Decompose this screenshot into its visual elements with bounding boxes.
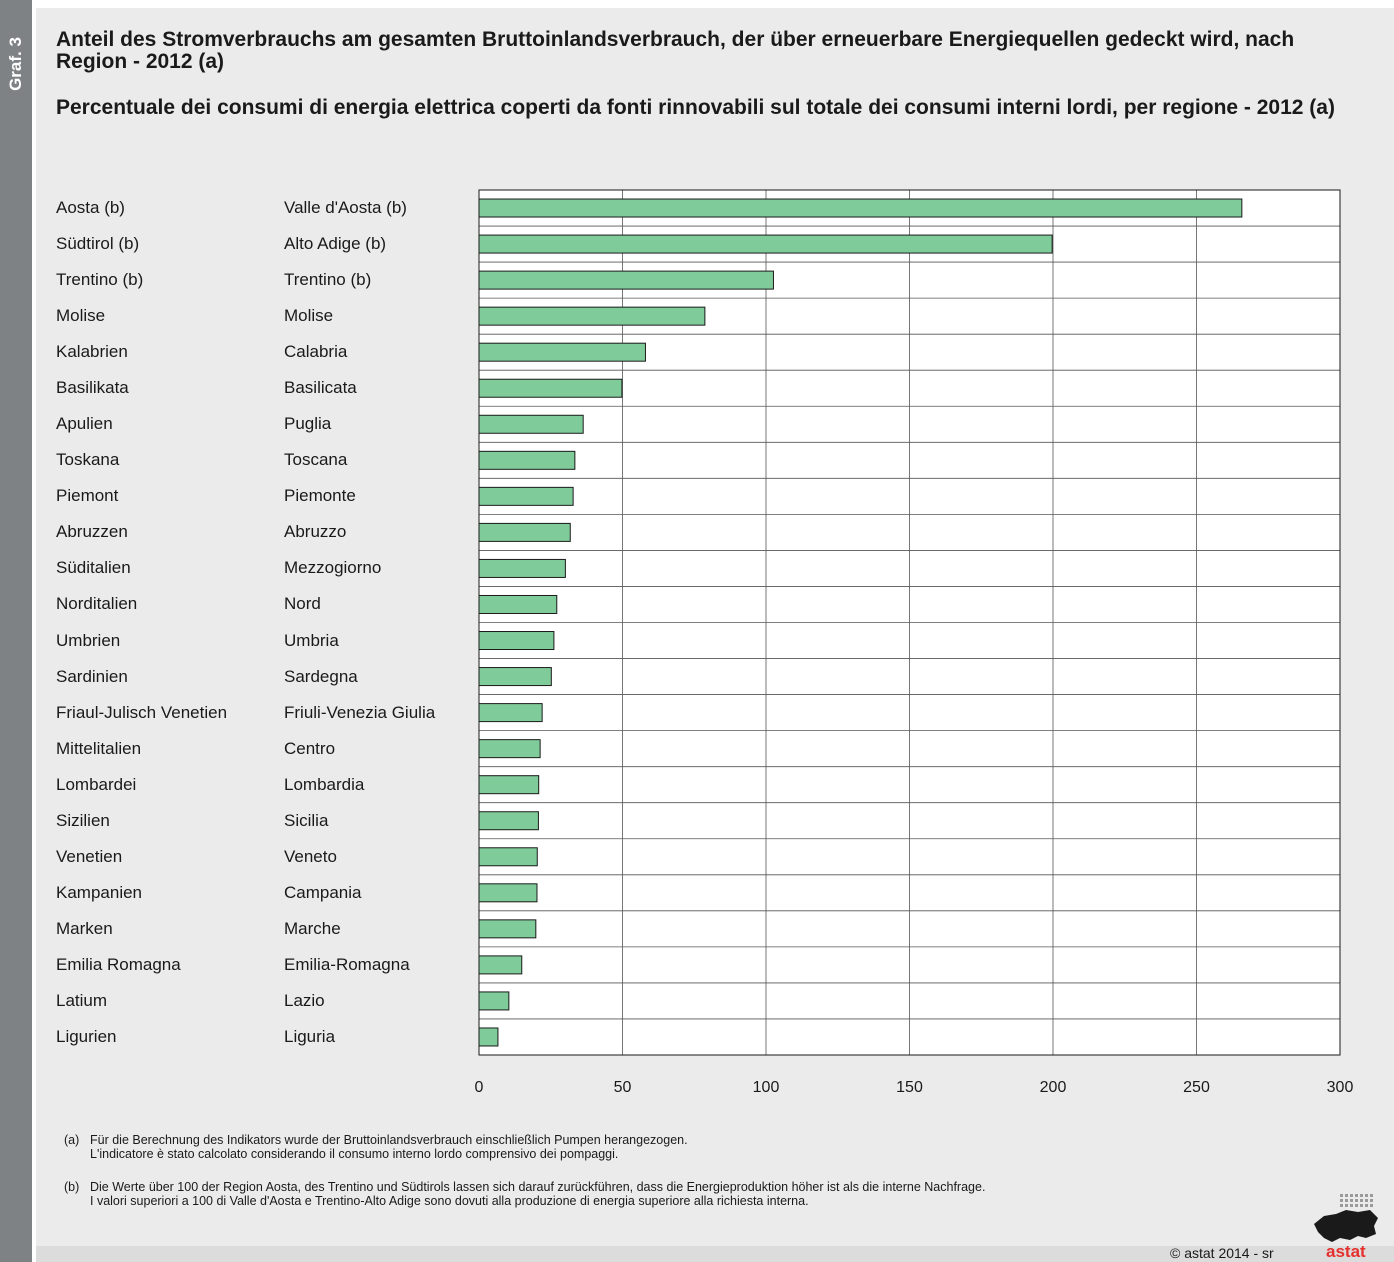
category-label-german: Norditalien (56, 594, 138, 614)
bar (478, 955, 523, 975)
bar (478, 811, 539, 831)
sidebar: Graf. 3 (0, 0, 32, 1262)
bar (478, 486, 574, 506)
category-label-italian: Nord (284, 594, 321, 614)
bar (478, 450, 576, 470)
bar (478, 342, 646, 362)
category-label-italian: Molise (284, 306, 334, 326)
bar (478, 919, 537, 939)
category-label-german: Apulien (56, 414, 113, 434)
bar (478, 270, 774, 290)
bar (478, 558, 566, 578)
astat-logo-text: astat (1326, 1242, 1366, 1261)
plot-frame (478, 189, 1341, 1056)
bar (478, 667, 552, 687)
copyright-note: © astat 2014 - sr (1170, 1245, 1274, 1261)
bar (478, 198, 1243, 218)
category-label-italian: Liguria (284, 1026, 336, 1046)
category-label-italian: Puglia (284, 414, 332, 434)
category-label-german: Latium (56, 990, 108, 1010)
x-tick-label: 50 (614, 1079, 632, 1096)
category-label-german: Mittelitalien (56, 738, 142, 758)
footnote-b-line-it: I valori superiori a 100 di Valle d'Aost… (90, 1194, 809, 1208)
category-label-italian: Mezzogiorno (284, 558, 382, 578)
bar (478, 739, 541, 759)
category-label-german: Piemont (56, 486, 119, 506)
category-label-german: Molise (56, 306, 106, 326)
footnote-b-marker: (b) (64, 1180, 80, 1194)
category-label-german: Ligurien (56, 1026, 117, 1046)
category-label-german: Lombardei (56, 774, 137, 794)
x-tick-label: 300 (1327, 1079, 1354, 1096)
category-label-german: Abruzzen (56, 522, 128, 542)
category-label-german: Umbrien (56, 630, 121, 650)
x-tick-label: 150 (896, 1079, 923, 1096)
bar (478, 775, 540, 795)
bar (478, 703, 543, 723)
category-label-italian: Abruzzo (284, 522, 347, 542)
bar (478, 1027, 499, 1047)
footer-band (36, 1246, 1394, 1262)
footnote-a-line-de: Für die Berechnung des Indikators wurde … (90, 1133, 688, 1147)
category-label-italian: Calabria (284, 342, 348, 362)
bar (478, 378, 623, 398)
x-tick-label: 200 (1040, 1079, 1067, 1096)
category-label-german: Sardinien (56, 666, 128, 686)
footnote-a: (a) Für die Berechnung des Indikators wu… (64, 1133, 688, 1161)
category-label-italian: Veneto (284, 846, 337, 866)
bar (478, 306, 706, 326)
category-label-italian: Lombardia (284, 774, 365, 794)
bar (478, 991, 510, 1011)
bar (478, 594, 558, 614)
category-label-italian: Lazio (284, 990, 325, 1010)
footnote-b: (b) Die Werte über 100 der Region Aosta,… (64, 1180, 985, 1208)
category-label-italian: Valle d'Aosta (b) (284, 198, 407, 218)
category-label-german: Marken (56, 918, 113, 938)
astat-logo-icon (1314, 1194, 1378, 1242)
x-tick-label: 250 (1183, 1079, 1210, 1096)
category-label-italian: Sicilia (284, 810, 329, 830)
bar (478, 414, 584, 434)
category-label-italian: Umbria (284, 630, 339, 650)
category-label-german: Trentino (b) (56, 270, 144, 290)
category-label-german: Süditalien (56, 558, 131, 578)
category-label-italian: Sardegna (284, 666, 358, 686)
category-label-italian: Marche (284, 918, 341, 938)
x-tick-label: 0 (475, 1079, 484, 1096)
bar (478, 847, 538, 867)
category-label-italian: Friuli-Venezia Giulia (284, 702, 436, 722)
category-label-german: Sizilien (56, 810, 110, 830)
category-label-german: Südtirol (b) (56, 234, 140, 254)
category-label-italian: Emilia-Romagna (284, 954, 410, 974)
category-label-german: Aosta (b) (56, 198, 125, 218)
footnote-a-marker: (a) (64, 1133, 80, 1147)
bar (478, 883, 538, 903)
footnote-a-line-it: L'indicatore è stato calcolato considera… (90, 1147, 619, 1161)
bar (478, 234, 1053, 254)
category-label-italian: Basilicata (284, 378, 357, 398)
category-label-german: Venetien (56, 846, 123, 866)
category-label-italian: Piemonte (284, 486, 356, 506)
category-label-german: Emilia Romagna (56, 954, 181, 974)
category-label-german: Kalabrien (56, 342, 128, 362)
category-label-italian: Alto Adige (b) (284, 234, 387, 254)
bar (478, 631, 555, 651)
category-label-italian: Centro (284, 738, 336, 758)
category-label-german: Friaul-Julisch Venetien (56, 702, 228, 722)
category-label-german: Toskana (56, 450, 120, 470)
title-italian: Percentuale dei consumi di energia elett… (56, 96, 1335, 119)
category-label-italian: Trentino (b) (284, 270, 372, 290)
bar (478, 522, 571, 542)
category-label-italian: Toscana (284, 450, 348, 470)
x-tick-label: 100 (753, 1079, 780, 1096)
category-label-italian: Campania (284, 882, 362, 902)
title-german: Anteil des Stromverbrauchs am gesamten B… (56, 28, 1295, 73)
footnote-b-line-de: Die Werte über 100 der Region Aosta, des… (90, 1180, 986, 1194)
category-label-german: Basilikata (56, 378, 129, 398)
category-label-german: Kampanien (56, 882, 143, 902)
